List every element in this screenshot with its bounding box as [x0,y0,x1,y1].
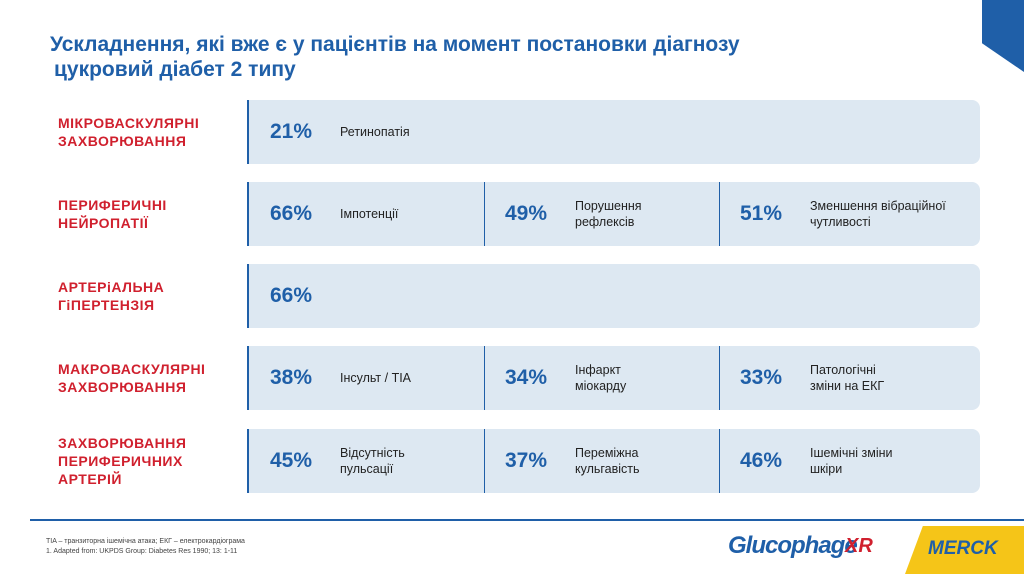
text-line: шкіри [810,462,843,476]
text-line: чутливості [810,215,871,229]
item-text: Патологічні зміни на ЕКГ [810,362,884,394]
row-label: ЗАХВОРЮВАННЯ ПЕРИФЕРИЧНИХ АРТЕРІЙ [58,434,186,488]
row-box: 38% Інсульт / TIA 34% Інфаркт міокарду 33% Пат… [247,346,980,410]
logo-merck: MERCK [928,538,998,559]
label-line: НЕЙРОПАТІЇ [58,215,149,231]
text-line: Ішемічні зміни [810,446,893,460]
item-text: Ішемічні зміни шкіри [810,445,892,477]
item: 38% Інсульт / TIA [249,346,484,410]
item-text: Переміжна кульгавість [575,445,640,477]
text-line: Порушення [575,199,642,213]
item-value: 34% [505,366,548,389]
item-value: 38% [270,366,313,389]
item: 46% Ішемічні зміни шкіри [719,429,954,493]
row-label: МАКРОВАСКУЛЯРНІ ЗАХВОРЮВАННЯ [58,360,205,396]
item-value: 33% [740,366,783,389]
text-line: Відсутність [340,446,405,460]
item-text: Інфаркт міокарду [575,362,626,394]
item: 34% Інфаркт міокарду [484,346,719,410]
label-line: МАКРОВАСКУЛЯРНІ [58,361,206,377]
text-line: Переміжна [575,446,639,460]
row-box: 66% [247,264,980,328]
label-line: АРТЕРіАЛЬНА [58,279,165,295]
text-line: рефлексів [575,215,635,229]
text-line: Інфаркт [575,363,621,377]
item-value: 66% [270,202,313,225]
item-value: 21% [270,120,313,143]
item-value: 51% [740,202,783,225]
label-line: ПЕРИФЕРИЧНИХ [58,453,183,469]
title-line: цукровий діабет 2 типу [54,58,296,81]
item-text: Ретинопатія [340,124,410,140]
item: 21% Ретинопатія [249,100,484,164]
text-line: Ретинопатія [340,125,410,139]
item: 66% Імпотенції [249,182,484,246]
title: Ускладнення, які вже є у пацієнтів на мо… [50,32,740,82]
item: 49% Порушення рефлексів [484,182,719,246]
text-line: кульгавість [575,462,640,476]
text-line: Зменшення вібраційної [810,199,946,213]
divider [719,346,720,410]
item: 66% [249,264,484,328]
row-label: МІКРОВАСКУЛЯРНІ ЗАХВОРЮВАННЯ [58,114,199,150]
item-text: Імпотенції [340,206,398,222]
text-line: пульсації [340,462,394,476]
item-value: 45% [270,449,313,472]
item: 45% Відсутність пульсації [249,429,484,493]
text-line: зміни на ЕКГ [810,379,885,393]
divider [484,182,485,246]
footer-rule [30,519,1024,521]
label-line: ПЕРИФЕРИЧНІ [58,197,167,213]
divider [719,182,720,246]
label-line: ЗАХВОРЮВАННЯ [58,133,187,149]
logo-xr: XR [845,535,873,557]
item-text: Порушення рефлексів [575,198,642,230]
item-text: Інсульт / TIA [340,370,411,386]
text-line: міокарду [575,379,627,393]
label-line: ГіПЕРТЕНЗІЯ [58,297,155,313]
row-label: АРТЕРіАЛЬНА ГіПЕРТЕНЗІЯ [58,278,164,314]
footnote: 1. Adapted from: UKPDS Group: Diabetes R… [46,548,238,555]
item-value: 46% [740,449,783,472]
text-line: Інсульт / TIA [340,371,412,385]
divider [484,346,485,410]
footnote: TIA – транзиторна ішемічна атака; ЕКГ – … [46,538,245,545]
item: 37% Переміжна кульгавість [484,429,719,493]
merck-bg [905,526,1024,574]
row-box: 45% Відсутність пульсації 37% Переміжна кульг… [247,429,980,493]
divider [719,429,720,493]
label-line: ЗАХВОРЮВАННЯ [58,435,187,451]
row-label: ПЕРИФЕРИЧНІ НЕЙРОПАТІЇ [58,196,167,232]
text-line: Імпотенції [340,207,399,221]
label-line: ЗАХВОРЮВАННЯ [58,379,187,395]
title-line: Ускладнення, які вже є у пацієнтів на мо… [50,33,740,56]
divider [484,429,485,493]
item-value: 49% [505,202,548,225]
item-text: Зменшення вібраційної чутливості [810,198,946,230]
item: 33% Патологічні зміни на ЕКГ [719,346,954,410]
text-line: Патологічні [810,363,876,377]
item-value: 37% [505,449,548,472]
label-line: МІКРОВАСКУЛЯРНІ [58,115,200,131]
item-value: 66% [270,284,313,307]
row-box: 66% Імпотенції 49% Порушення рефлексів 51% Зме… [247,182,980,246]
row-box: 21% Ретинопатія [247,100,980,164]
logo-glucophage: Glucophage [728,532,858,559]
item-text: Відсутність пульсації [340,445,405,477]
item: 51% Зменшення вібраційної чутливості [719,182,954,246]
corner-shape [982,0,1024,72]
label-line: АРТЕРІЙ [58,471,122,487]
